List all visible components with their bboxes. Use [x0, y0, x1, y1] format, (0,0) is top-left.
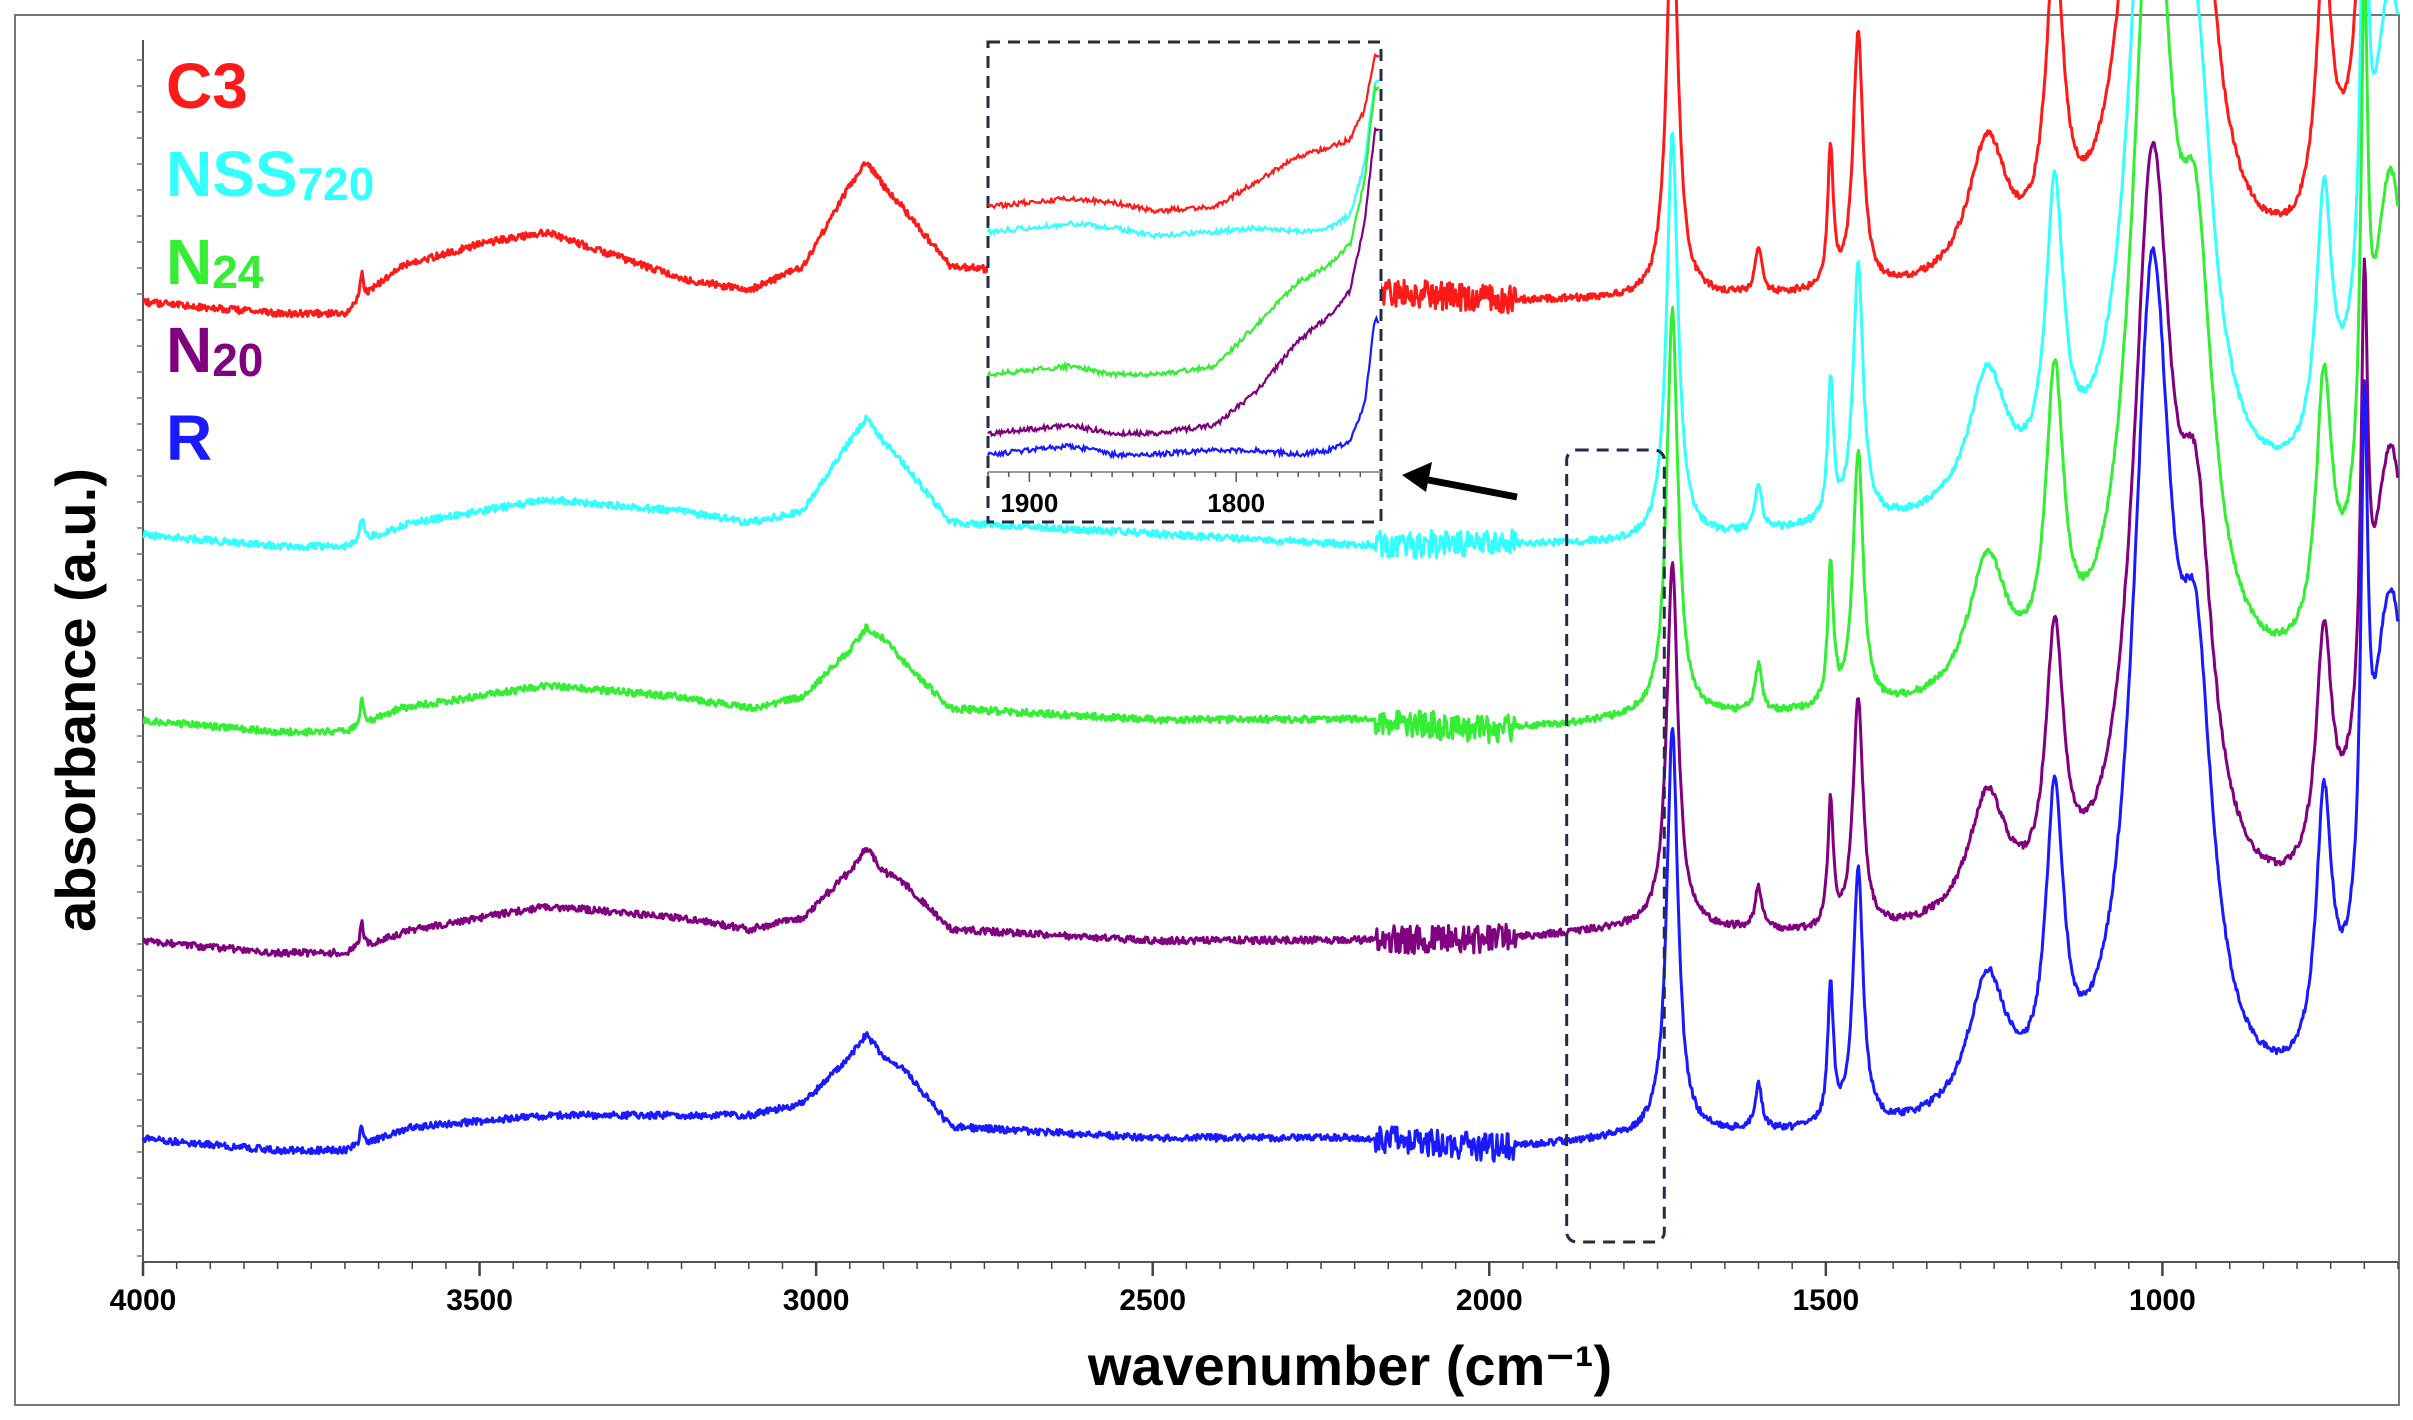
axes: 4000 3500 3000 2500 2000 1500 1000 — [110, 40, 2399, 1317]
inset-tick-label: 1800 — [1207, 488, 1265, 518]
legend-label-sub: 24 — [212, 246, 264, 298]
x-tick-label: 2000 — [1456, 1284, 1523, 1317]
legend-label-sub: 720 — [298, 158, 375, 210]
inset-series-line-c3 — [987, 52, 1380, 216]
x-tick-label: 1000 — [2129, 1284, 2196, 1317]
x-tick-label: 3500 — [446, 1284, 513, 1317]
inset-border — [986, 40, 1383, 524]
legend-label-main: R — [166, 402, 212, 474]
legend-label-sub: 20 — [212, 334, 263, 386]
y-axis-title: absorbance (a.u.) — [44, 468, 107, 932]
legend-entry-r: R — [166, 402, 212, 474]
series-layer — [141, 0, 2400, 1163]
inset-tick-label: 1900 — [1000, 488, 1058, 518]
series-line-n24 — [142, 0, 2400, 745]
legend-label-main: C3 — [166, 50, 248, 122]
legend-label-main: N — [166, 226, 212, 298]
inset-series-line-nss720 — [986, 79, 1380, 241]
legend-entry-nss720: NSS720 — [166, 138, 374, 210]
zoom-region-box — [1565, 448, 1666, 1244]
series-line-n20 — [142, 140, 2400, 958]
series-line-r — [141, 246, 2400, 1163]
x-axis-title: wavenumber (cm⁻¹) — [1087, 1334, 1612, 1397]
annotation-layer — [1402, 448, 1666, 1244]
series-line-nss720 — [141, 0, 2400, 560]
zoom-arrow — [1417, 474, 1518, 501]
figure-frame — [14, 14, 2400, 1406]
inset-series-line-n24 — [986, 83, 1380, 380]
inset-series-line-n20 — [987, 126, 1380, 438]
x-tick-label: 3000 — [783, 1284, 850, 1317]
legend-entry-n20: N20 — [166, 314, 263, 386]
legend-entry-c3: C3 — [166, 50, 248, 122]
zoom-arrow-head — [1402, 462, 1432, 492]
inset-zoom-panel: 1900 1800 — [986, 40, 1383, 524]
inset-series-line-r — [986, 314, 1380, 460]
legend-entry-n24: N24 — [166, 226, 264, 298]
x-tick-label: 2500 — [1119, 1284, 1186, 1317]
x-tick-label: 1500 — [1792, 1284, 1859, 1317]
legend-label-main: N — [166, 314, 212, 386]
x-tick-label: 4000 — [110, 1284, 177, 1317]
legend-label-main: NSS — [166, 138, 298, 210]
